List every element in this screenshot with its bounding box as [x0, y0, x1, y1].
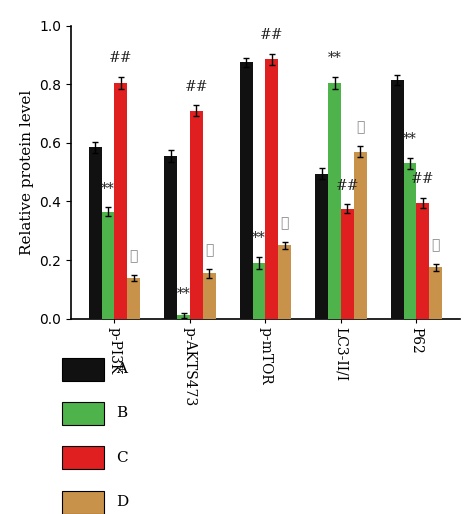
Text: D: D: [116, 495, 128, 509]
Text: ☆: ☆: [205, 243, 213, 257]
Bar: [62, 358, 104, 380]
Text: ##: ##: [109, 51, 133, 65]
Bar: [62, 491, 104, 514]
Text: **: **: [177, 287, 191, 301]
Text: ##: ##: [336, 179, 359, 193]
Bar: [328, 83, 341, 319]
Bar: [315, 174, 328, 319]
Bar: [278, 246, 291, 319]
Bar: [114, 83, 128, 319]
Bar: [429, 267, 442, 319]
Bar: [101, 212, 114, 319]
Text: B: B: [116, 407, 127, 420]
Bar: [391, 80, 403, 319]
Bar: [62, 446, 104, 469]
Bar: [177, 315, 190, 319]
Text: ##: ##: [260, 28, 283, 42]
Text: ☆: ☆: [129, 249, 138, 263]
Text: ☆: ☆: [356, 121, 365, 135]
Bar: [354, 152, 366, 319]
Bar: [62, 402, 104, 425]
Text: ##: ##: [411, 172, 435, 186]
Bar: [240, 62, 253, 319]
Text: C: C: [116, 451, 128, 465]
Text: ☆: ☆: [431, 238, 440, 252]
Bar: [89, 148, 101, 319]
Bar: [403, 163, 417, 319]
Text: **: **: [403, 133, 417, 146]
Text: ##: ##: [184, 80, 208, 94]
Bar: [128, 278, 140, 319]
Bar: [265, 60, 278, 319]
Text: A: A: [116, 362, 127, 376]
Bar: [203, 273, 216, 319]
Bar: [253, 263, 265, 319]
Bar: [417, 203, 429, 319]
Y-axis label: Relative protein level: Relative protein level: [20, 89, 34, 255]
Bar: [164, 156, 177, 319]
Bar: [190, 111, 203, 319]
Text: ☆: ☆: [281, 216, 289, 230]
Bar: [341, 209, 354, 319]
Text: **: **: [101, 181, 115, 196]
Text: **: **: [328, 51, 341, 65]
Text: **: **: [252, 231, 266, 246]
